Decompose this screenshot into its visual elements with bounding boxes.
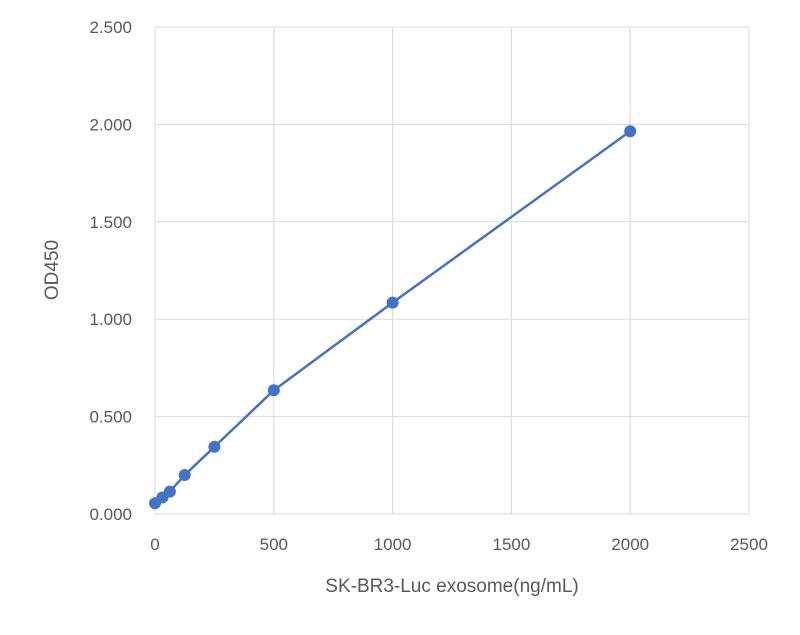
data-point [267,384,280,397]
x-tick-label: 500 [260,535,288,554]
y-tick-label: 0.000 [89,505,132,524]
data-point [208,440,221,453]
series [149,125,637,510]
x-tick-label: 2500 [730,535,768,554]
data-point [178,469,191,482]
x-tick-label: 2000 [611,535,649,554]
x-tick-label: 1000 [374,535,412,554]
y-tick-label: 0.500 [89,408,132,427]
y-tick-label: 2.000 [89,115,132,134]
x-axis-title: SK-BR3-Luc exosome(ng/mL) [325,576,578,597]
data-point [386,296,399,309]
gridlines [154,26,750,515]
x-tick-label: 0 [150,535,159,554]
data-point [624,125,637,138]
data-point [163,485,176,498]
x-tick-label: 1500 [492,535,530,554]
y-tick-label: 2.500 [89,18,132,37]
y-tick-label: 1.000 [89,310,132,329]
tick-labels: 0 500 1000 1500 2000 2500 0.000 0.500 1.000 1.500… [89,18,767,554]
y-tick-label: 1.500 [89,213,132,232]
y-axis-title: OD450 [42,240,63,300]
